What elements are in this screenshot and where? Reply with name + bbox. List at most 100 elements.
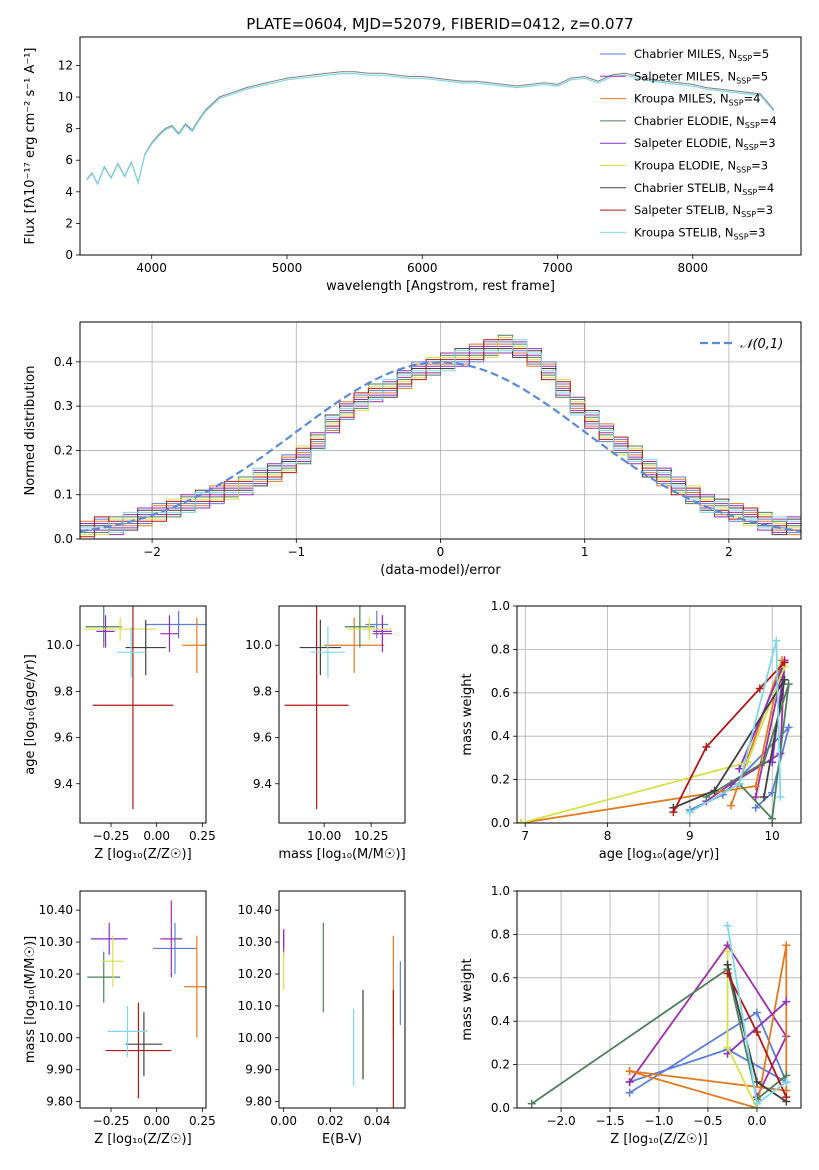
weight-marker [625, 1067, 634, 1076]
tick-label-y: 1.0 [491, 884, 510, 898]
legend-label: Chabrier ELODIE, NSSP=4 [634, 114, 777, 130]
legend-count: =5 [751, 69, 768, 83]
tick-label-y: 0.0 [491, 1101, 510, 1115]
mass_vs_Z-ylabel: mass [log₁₀(M/M☉)] [23, 936, 38, 1063]
mass_vs_Z-panel: −0.25 0.00 0.25 9.80 9.90 10.00 10.10 10.20 10.3… [23, 890, 216, 1147]
tick-label-x: 0.04 [364, 1114, 391, 1128]
tick-label-y: 10 [58, 90, 73, 104]
tick-label-y: 0.1 [54, 488, 73, 502]
weights_vs_age-xlabel: age [log₁₀(age/yr)] [599, 847, 720, 862]
weight-line [689, 640, 782, 813]
weight-line [705, 660, 786, 803]
tick-label-y: 12 [58, 58, 73, 72]
weights_vs_Z-plot-area [527, 921, 791, 1108]
tick-label-x: −0.5 [693, 1114, 722, 1128]
mass_vs_ebv-plot-area [283, 922, 401, 1108]
legend-sub: SSP [737, 54, 752, 63]
residuals-ylabel: Normed distribution [23, 366, 38, 496]
weights_vs_age-ylabel: mass weight [460, 673, 475, 755]
weight-marker [685, 808, 694, 817]
tick-label-y: 0.6 [491, 686, 510, 700]
tick-label-y: 9.80 [46, 1095, 73, 1109]
histogram-8 [80, 339, 801, 539]
tick-label-y: 10.40 [39, 903, 73, 917]
weight-marker [669, 808, 678, 817]
tick-label-x: 0 [437, 545, 445, 559]
legend-count: =4 [744, 92, 761, 106]
model-spectrum-line [86, 72, 775, 187]
weight-marker [723, 969, 732, 978]
tick-label-y: 0.4 [54, 355, 73, 369]
weight-line [628, 943, 788, 1098]
weights_vs_Z-panel: −2.0 −1.5 −1.0 −0.5 0.0 0.0 0.2 0.4 0.6 0.8 1.0 Z [… [460, 884, 802, 1147]
weight-marker [752, 1099, 761, 1108]
tick-label-x: 10.25 [354, 829, 388, 843]
legend-sub: SSP [734, 232, 749, 241]
tick-label-x: 0.00 [143, 1114, 170, 1128]
age_vs_mass-frame [278, 605, 406, 824]
residuals-frame [79, 321, 802, 540]
tick-label-y: 9.90 [46, 1063, 73, 1077]
legend-sub: SSP [745, 121, 760, 130]
legend-label: Kroupa MILES, NSSP=4 [634, 92, 760, 108]
tick-label-y: 10.10 [238, 999, 272, 1013]
tick-label-x: 0.0 [747, 1114, 766, 1128]
tick-label-y: 0.2 [491, 1058, 510, 1072]
age_vs_mass-panel: 10.00 10.25 9.4 9.6 9.8 10.0 mass [log₁₀(M/M☉)… [245, 605, 406, 862]
weight-marker [768, 814, 777, 823]
histogram-2 [80, 343, 801, 539]
weight-marker [723, 947, 732, 956]
tick-label-y: 0.3 [54, 399, 73, 413]
tick-label-y: 9.80 [245, 1095, 272, 1109]
tick-label-y: 9.6 [54, 731, 73, 745]
tick-label-x: −0.25 [93, 1114, 130, 1128]
weight-marker [780, 658, 789, 667]
legend-count: =3 [751, 159, 768, 173]
weight-marker [759, 758, 768, 767]
tick-label-x: 0.25 [189, 829, 216, 843]
weight-line [673, 679, 786, 809]
mass_vs_ebv-frame [278, 890, 406, 1109]
spectrum-plot-area [86, 71, 775, 187]
residuals-panel: −2 −1 0 1 2 0.0 0.1 0.2 0.3 0.4 (data-model)/error… [23, 321, 802, 578]
tick-label-y: 9.90 [245, 1063, 272, 1077]
legend-count: =3 [759, 136, 776, 150]
weight-marker [517, 819, 526, 823]
tick-label-x: 2 [725, 545, 733, 559]
weight-marker [702, 743, 711, 752]
tick-label-y: 10.20 [238, 967, 272, 981]
tick-label-y: 0.2 [491, 773, 510, 787]
tick-label-y: 10.0 [245, 638, 272, 652]
legend-label: Kroupa ELODIE, NSSP=3 [634, 159, 768, 175]
legend-count: =4 [757, 181, 774, 195]
tick-label-x: 0.00 [143, 829, 170, 843]
tick-label-y: 0.4 [491, 729, 510, 743]
weight-line [520, 666, 786, 823]
tick-label-x: 7 [521, 829, 529, 843]
tick-label-x: 7000 [542, 261, 573, 275]
legend-count: =3 [756, 203, 773, 217]
legend-count: =4 [760, 114, 777, 128]
tick-label-x: 0.00 [270, 1114, 297, 1128]
tick-label-y: 0.8 [491, 642, 510, 656]
weight-line [531, 967, 787, 1105]
tick-label-y: 0.6 [491, 971, 510, 985]
tick-label-x: 10.00 [307, 829, 341, 843]
weight-marker [782, 1093, 791, 1102]
tick-label-y: 2 [65, 216, 73, 230]
age_vs_Z-ylabel: age [log₁₀(age/yr)] [23, 654, 38, 775]
tick-label-y: 0.2 [54, 443, 73, 457]
tick-label-y: 10.0 [46, 638, 73, 652]
tick-label-x: 6000 [407, 261, 438, 275]
legend-count: =3 [749, 225, 766, 239]
mass_vs_Z-xlabel: Z [log₁₀(Z/Z☉)] [94, 1132, 191, 1147]
gaussian-curve [80, 361, 801, 533]
spectrum-frame [79, 36, 802, 256]
legend-label: Salpeter ELODIE, NSSP=3 [634, 136, 776, 152]
weight-line [672, 661, 786, 813]
weight-marker [759, 792, 768, 801]
residuals-xlabel: (data-model)/error [380, 563, 501, 578]
mass_vs_ebv-panel: 0.00 0.02 0.04 9.80 9.90 10.00 10.10 10.20 10.30… [238, 890, 406, 1147]
weights_vs_Z-frame [516, 890, 802, 1109]
